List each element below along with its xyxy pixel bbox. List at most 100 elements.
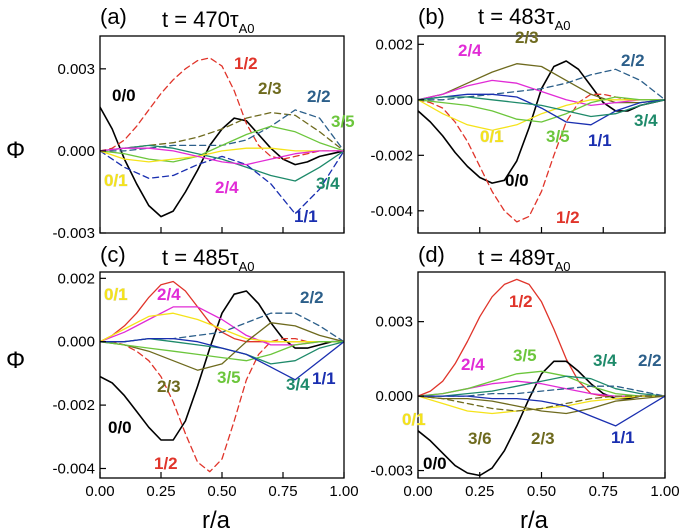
mode-label: 2/2 bbox=[300, 288, 324, 307]
mode-label: 1/1 bbox=[588, 131, 612, 150]
y-tick-label: -0.003 bbox=[52, 225, 95, 242]
mode-label: 0/1 bbox=[104, 171, 128, 190]
series-group bbox=[100, 280, 344, 473]
x-tick-label: 0.00 bbox=[85, 483, 114, 500]
series-line-2-3 bbox=[100, 322, 344, 371]
x-tick-label: 0.75 bbox=[268, 483, 297, 500]
series-group bbox=[418, 60, 665, 223]
mode-label: 3/5 bbox=[546, 127, 570, 146]
y-tick-label: -0.004 bbox=[370, 203, 413, 220]
mode-label: 2/3 bbox=[157, 377, 181, 396]
panel-c: 0.002 0.000 -0.002 -0.004 0.00 0.25 0.50 0.75 1.… bbox=[52, 242, 358, 500]
mode-label: 0/0 bbox=[108, 418, 132, 437]
x-tick-label: 0.75 bbox=[589, 483, 618, 500]
series-group bbox=[100, 57, 344, 218]
series-line-2-4 bbox=[418, 79, 665, 107]
mode-label: 2/2 bbox=[621, 51, 645, 70]
series-line-0-0 bbox=[418, 360, 665, 477]
mode-label: 0/1 bbox=[104, 285, 128, 304]
mode-label: 1/2 bbox=[154, 454, 178, 473]
mode-label: 1/2 bbox=[509, 292, 533, 311]
mode-label: 0/0 bbox=[423, 454, 447, 473]
series-line-1-1 bbox=[418, 93, 665, 126]
mode-label: 3/6 bbox=[468, 429, 492, 448]
mode-label: 2/4 bbox=[458, 41, 482, 60]
y-tick-label: 0.000 bbox=[375, 388, 413, 405]
series-line-1-2-dashed- bbox=[100, 337, 344, 473]
y-tick-label: -0.004 bbox=[52, 460, 95, 477]
series-line-2-4 bbox=[100, 147, 344, 166]
mode-label: 3/4 bbox=[593, 351, 617, 370]
y-tick-label: 0.000 bbox=[375, 92, 413, 109]
series-line-3-6 bbox=[418, 395, 665, 412]
series-line-1-1 bbox=[100, 150, 344, 215]
mode-label: 3/4 bbox=[286, 375, 310, 394]
mode-label: 3/5 bbox=[217, 368, 241, 387]
panel-label: (c) bbox=[100, 242, 126, 267]
mode-label: 0/0 bbox=[505, 171, 529, 190]
series-line-2-2 bbox=[100, 312, 344, 343]
mode-label: 1/2 bbox=[234, 54, 258, 73]
series-line-1-2 bbox=[100, 57, 344, 160]
x-tick-label: 1.00 bbox=[329, 483, 358, 500]
mode-label: 0/0 bbox=[112, 86, 136, 105]
panel-label: (d) bbox=[418, 242, 445, 267]
mode-label: 3/4 bbox=[316, 174, 340, 193]
series-line-1-1 bbox=[100, 337, 344, 381]
series-line-3-4 bbox=[100, 337, 344, 365]
series-line-2-2 bbox=[418, 68, 665, 101]
x-tick-label: 1.00 bbox=[650, 483, 679, 500]
panel-a: 0.003 0.000 -0.003 (a) t = 470τA0 0/0 1/22/3 2/… bbox=[52, 4, 354, 242]
panel-title: t = 489τA0 bbox=[478, 245, 571, 274]
series-line-0-1 bbox=[100, 312, 344, 343]
series-group bbox=[418, 278, 665, 477]
y-tick-label: 0.002 bbox=[375, 36, 413, 53]
x-axis-label-left: r/a bbox=[202, 507, 231, 531]
x-tick-label: 0.25 bbox=[146, 483, 175, 500]
x-tick-label: 0.50 bbox=[207, 483, 236, 500]
series-line-3-4 bbox=[418, 96, 665, 118]
mode-label: 2/2 bbox=[307, 87, 331, 106]
mode-label: 2/3 bbox=[515, 28, 539, 47]
panel-label: (a) bbox=[100, 4, 127, 29]
series-line-3-4 bbox=[100, 144, 344, 182]
mode-label: 2/3 bbox=[258, 79, 282, 98]
y-axis-label-top: Φ bbox=[6, 137, 25, 164]
series-line-3-5 bbox=[418, 96, 665, 123]
mode-label: 3/4 bbox=[634, 111, 658, 130]
series-line-1-1 bbox=[418, 395, 665, 427]
x-axis-label-right: r/a bbox=[520, 507, 549, 531]
mode-label: 0/1 bbox=[402, 410, 426, 429]
y-tick-label: 0.000 bbox=[57, 334, 95, 351]
x-tick-label: 0.50 bbox=[527, 483, 556, 500]
mode-label: 2/4 bbox=[157, 285, 181, 304]
y-tick-label: 0.000 bbox=[57, 143, 95, 160]
series-line-3-4 bbox=[418, 375, 665, 397]
series-line-0-1 bbox=[418, 99, 665, 131]
panel-label: (b) bbox=[418, 4, 445, 29]
y-tick-label: 0.003 bbox=[57, 61, 95, 78]
mode-label: 3/5 bbox=[513, 346, 537, 365]
panel-title: t = 470τA0 bbox=[162, 7, 255, 36]
y-tick-label: -0.002 bbox=[52, 397, 95, 414]
panel-title: t = 485τA0 bbox=[162, 245, 255, 274]
mode-label: 2/4 bbox=[215, 178, 239, 197]
series-line-3-5 bbox=[100, 125, 344, 163]
y-tick-label: -0.003 bbox=[370, 463, 413, 480]
panel-d: 0.003 0.000 -0.003 0.00 0.25 0.50 0.75 1.00 (d) t… bbox=[370, 242, 679, 500]
mode-label: 1/1 bbox=[294, 207, 318, 226]
x-tick-label: 0.00 bbox=[403, 483, 432, 500]
series-line-3-5 bbox=[418, 370, 665, 397]
series-line-2-3 bbox=[418, 63, 665, 104]
y-tick-label: 0.003 bbox=[375, 314, 413, 331]
mode-label: 0/1 bbox=[480, 127, 504, 146]
mode-label: 2/2 bbox=[638, 351, 662, 370]
mode-label: 2/4 bbox=[461, 355, 485, 374]
series-line-0-1 bbox=[100, 147, 344, 163]
mode-label: 1/2 bbox=[556, 208, 580, 227]
y-axis-label-bottom: Φ bbox=[6, 347, 25, 374]
mode-label: 1/1 bbox=[611, 428, 635, 447]
series-line-2-3 bbox=[418, 395, 665, 415]
